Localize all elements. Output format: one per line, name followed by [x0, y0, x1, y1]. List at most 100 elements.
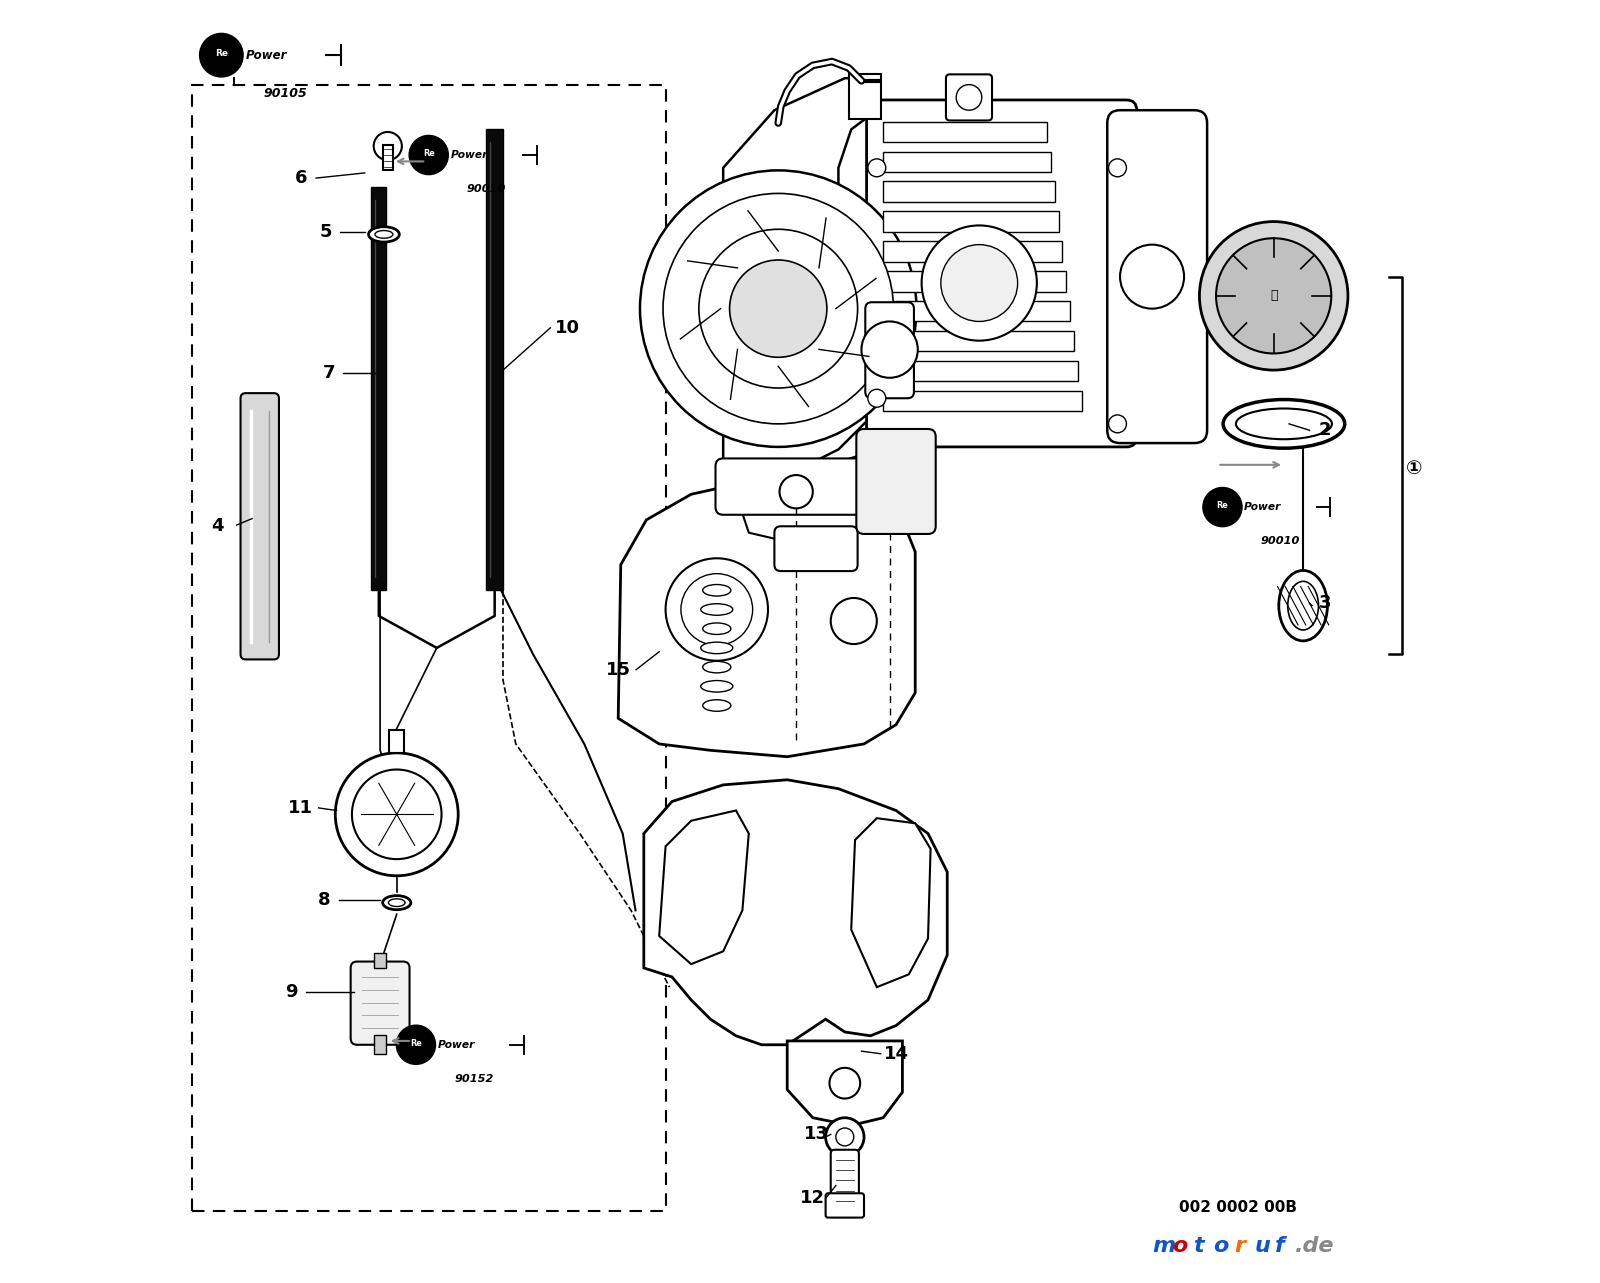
Ellipse shape	[389, 899, 405, 907]
Circle shape	[1216, 239, 1331, 353]
Circle shape	[829, 1067, 861, 1098]
FancyBboxPatch shape	[946, 74, 992, 121]
Text: 14: 14	[883, 1044, 909, 1062]
FancyBboxPatch shape	[350, 961, 410, 1044]
Circle shape	[682, 574, 752, 645]
Circle shape	[352, 770, 442, 860]
Text: 7: 7	[323, 363, 334, 381]
Text: 3: 3	[1318, 594, 1331, 612]
Bar	[883, 122, 1046, 142]
Text: 15: 15	[606, 661, 630, 679]
Circle shape	[640, 171, 917, 446]
FancyBboxPatch shape	[867, 100, 1136, 446]
Text: Re: Re	[422, 149, 435, 158]
Circle shape	[867, 389, 886, 407]
Text: 13: 13	[805, 1125, 829, 1143]
Circle shape	[826, 1117, 864, 1156]
FancyBboxPatch shape	[715, 458, 872, 514]
Text: u: u	[1254, 1236, 1270, 1256]
Ellipse shape	[1222, 399, 1344, 448]
Ellipse shape	[382, 896, 411, 910]
Text: Re: Re	[1216, 502, 1229, 511]
Text: 9: 9	[285, 983, 298, 1001]
Text: f: f	[1275, 1236, 1285, 1256]
Text: m: m	[1152, 1236, 1174, 1256]
Text: 2: 2	[1318, 421, 1331, 439]
Text: t: t	[1194, 1236, 1203, 1256]
Text: Power: Power	[245, 49, 286, 62]
FancyBboxPatch shape	[774, 526, 858, 571]
FancyBboxPatch shape	[826, 1193, 864, 1218]
Circle shape	[830, 598, 877, 644]
Ellipse shape	[1288, 581, 1318, 630]
Polygon shape	[736, 443, 896, 541]
Bar	[883, 181, 1054, 201]
Circle shape	[867, 159, 886, 177]
Circle shape	[779, 475, 813, 508]
Ellipse shape	[1235, 408, 1331, 439]
Bar	[883, 212, 1059, 232]
Text: 4: 4	[211, 517, 224, 535]
Circle shape	[835, 1128, 854, 1146]
Circle shape	[410, 136, 448, 174]
Circle shape	[397, 1025, 435, 1065]
Polygon shape	[659, 811, 749, 964]
Circle shape	[922, 226, 1037, 341]
Ellipse shape	[374, 231, 394, 239]
Circle shape	[1109, 159, 1126, 177]
Circle shape	[336, 753, 458, 876]
Text: .de: .de	[1296, 1236, 1334, 1256]
Ellipse shape	[702, 661, 731, 672]
Text: r: r	[1234, 1236, 1245, 1256]
Bar	[848, 74, 880, 119]
Text: 90010: 90010	[1261, 536, 1301, 545]
Ellipse shape	[702, 699, 731, 711]
Bar	[389, 730, 405, 753]
Ellipse shape	[701, 680, 733, 692]
Text: 002 0002 00B: 002 0002 00B	[1179, 1200, 1298, 1215]
FancyBboxPatch shape	[830, 1150, 859, 1206]
Circle shape	[1203, 488, 1242, 526]
Circle shape	[941, 245, 1018, 322]
Circle shape	[1120, 245, 1184, 309]
FancyBboxPatch shape	[240, 393, 278, 659]
Ellipse shape	[1278, 571, 1328, 642]
Text: 90010: 90010	[467, 183, 506, 194]
Bar	[883, 151, 1051, 172]
Bar	[374, 1034, 387, 1053]
Circle shape	[730, 260, 827, 357]
Text: o: o	[1213, 1236, 1229, 1256]
Text: 90152: 90152	[454, 1074, 493, 1084]
Text: Re: Re	[410, 1039, 422, 1048]
Polygon shape	[618, 481, 915, 757]
Polygon shape	[851, 819, 931, 987]
Circle shape	[662, 194, 893, 423]
Circle shape	[200, 33, 243, 77]
Circle shape	[1109, 414, 1126, 432]
Ellipse shape	[368, 227, 400, 242]
Text: Power: Power	[437, 1039, 475, 1049]
Bar	[883, 241, 1062, 262]
Circle shape	[374, 132, 402, 160]
Text: Power: Power	[1245, 502, 1282, 512]
Polygon shape	[787, 1041, 902, 1125]
Text: Re: Re	[214, 49, 227, 59]
Bar	[371, 187, 387, 590]
Ellipse shape	[701, 604, 733, 616]
Circle shape	[1200, 222, 1347, 370]
Text: 90105: 90105	[264, 87, 307, 100]
Polygon shape	[643, 780, 947, 1044]
Text: Power: Power	[450, 150, 488, 160]
Text: 11: 11	[288, 799, 314, 817]
Circle shape	[861, 322, 918, 377]
Text: 8: 8	[317, 892, 330, 910]
Bar	[382, 145, 394, 171]
Text: 12: 12	[800, 1189, 826, 1207]
Circle shape	[699, 230, 858, 387]
Ellipse shape	[702, 585, 731, 597]
Bar	[883, 302, 1070, 322]
Text: ①: ①	[1406, 459, 1422, 479]
Bar	[883, 390, 1082, 411]
Text: 5: 5	[320, 223, 333, 241]
Bar	[883, 331, 1074, 352]
